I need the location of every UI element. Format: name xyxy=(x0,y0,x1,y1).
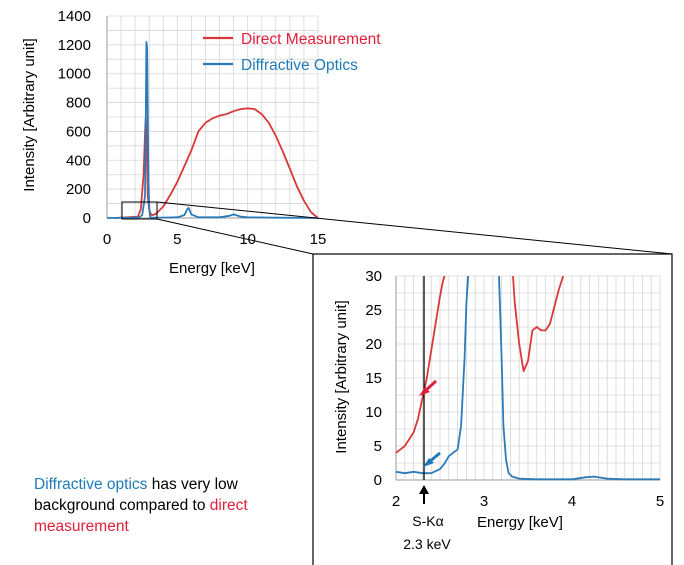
x-tick-label: 2 xyxy=(392,493,400,510)
legend-diffractive-label: Diffractive Optics xyxy=(241,57,358,74)
y-tick-label: 10 xyxy=(365,404,382,421)
y-tick-label: 30 xyxy=(365,268,382,285)
s-k-alpha-energy-label: 2.3 keV xyxy=(403,536,451,552)
s-k-alpha-up-arrow-icon xyxy=(419,485,429,504)
y-tick-label: 600 xyxy=(66,123,91,140)
x-tick-label: 5 xyxy=(656,493,664,510)
s-k-alpha-label: S-Kα xyxy=(412,513,443,529)
main-chart: 0510150200400600800100012001400 Energy [… xyxy=(21,8,381,277)
y-tick-label: 5 xyxy=(374,438,382,455)
legend-direct-label: Direct Measurement xyxy=(241,31,381,48)
y-tick-label: 400 xyxy=(66,152,91,169)
blue-arrow-icon xyxy=(423,451,441,467)
y-tick-label: 1000 xyxy=(58,66,91,83)
series-line-direct-measurement xyxy=(395,275,446,454)
note-middle-text: has very low background compared to xyxy=(34,476,238,514)
x-tick-label: 3 xyxy=(480,493,488,510)
x-tick-label: 15 xyxy=(310,231,327,248)
main-y-axis-label: Intensity [Arbitrary unit] xyxy=(21,38,38,191)
series-line-diffractive-optics-right xyxy=(498,275,660,481)
inset-lines xyxy=(395,275,660,481)
series-line-diffractive-optics xyxy=(106,41,319,219)
y-tick-label: 200 xyxy=(66,181,91,198)
main-lines xyxy=(106,41,319,219)
inset-ticks: 2 3 4 5 0 5 10 15 20 25 30 xyxy=(365,268,664,510)
y-tick-label: 800 xyxy=(66,95,91,112)
zoom-connector-bottom xyxy=(156,218,314,255)
zoom-connector-top xyxy=(156,201,673,255)
main-x-axis-label: Energy [keV] xyxy=(169,260,255,277)
y-tick-label: 15 xyxy=(365,370,382,387)
note-diffractive-text: Diffractive optics xyxy=(34,476,148,493)
y-tick-label: 20 xyxy=(365,336,382,353)
y-tick-label: 0 xyxy=(83,210,91,227)
main-ticks: 0510150200400600800100012001400 xyxy=(58,8,327,248)
inset-y-axis-label: Intensity [Arbitrary unit] xyxy=(333,300,350,453)
inset-x-axis-label: Energy [keV] xyxy=(477,514,563,531)
inset-grid xyxy=(395,275,661,481)
y-tick-label: 1400 xyxy=(58,8,91,25)
annotation-note: Diffractive optics has very low backgrou… xyxy=(34,474,304,537)
x-tick-label: 5 xyxy=(173,231,181,248)
inset-chart: 2 3 4 5 0 5 10 15 20 25 30 S-Kα 2.3 keV Energy [ke… xyxy=(312,253,673,565)
y-tick-label: 25 xyxy=(365,302,382,319)
main-grid xyxy=(106,15,319,219)
y-tick-label: 0 xyxy=(374,472,382,489)
note-direct-text: direct measurement xyxy=(34,497,248,535)
series-line-diffractive-optics xyxy=(395,275,470,475)
zoom-region-box xyxy=(121,201,158,220)
x-tick-label: 0 xyxy=(103,231,111,248)
y-tick-label: 1200 xyxy=(58,37,91,54)
red-arrow-icon xyxy=(419,379,438,396)
series-line-direct-measurement-right xyxy=(512,275,565,373)
x-tick-label: 4 xyxy=(568,493,576,510)
